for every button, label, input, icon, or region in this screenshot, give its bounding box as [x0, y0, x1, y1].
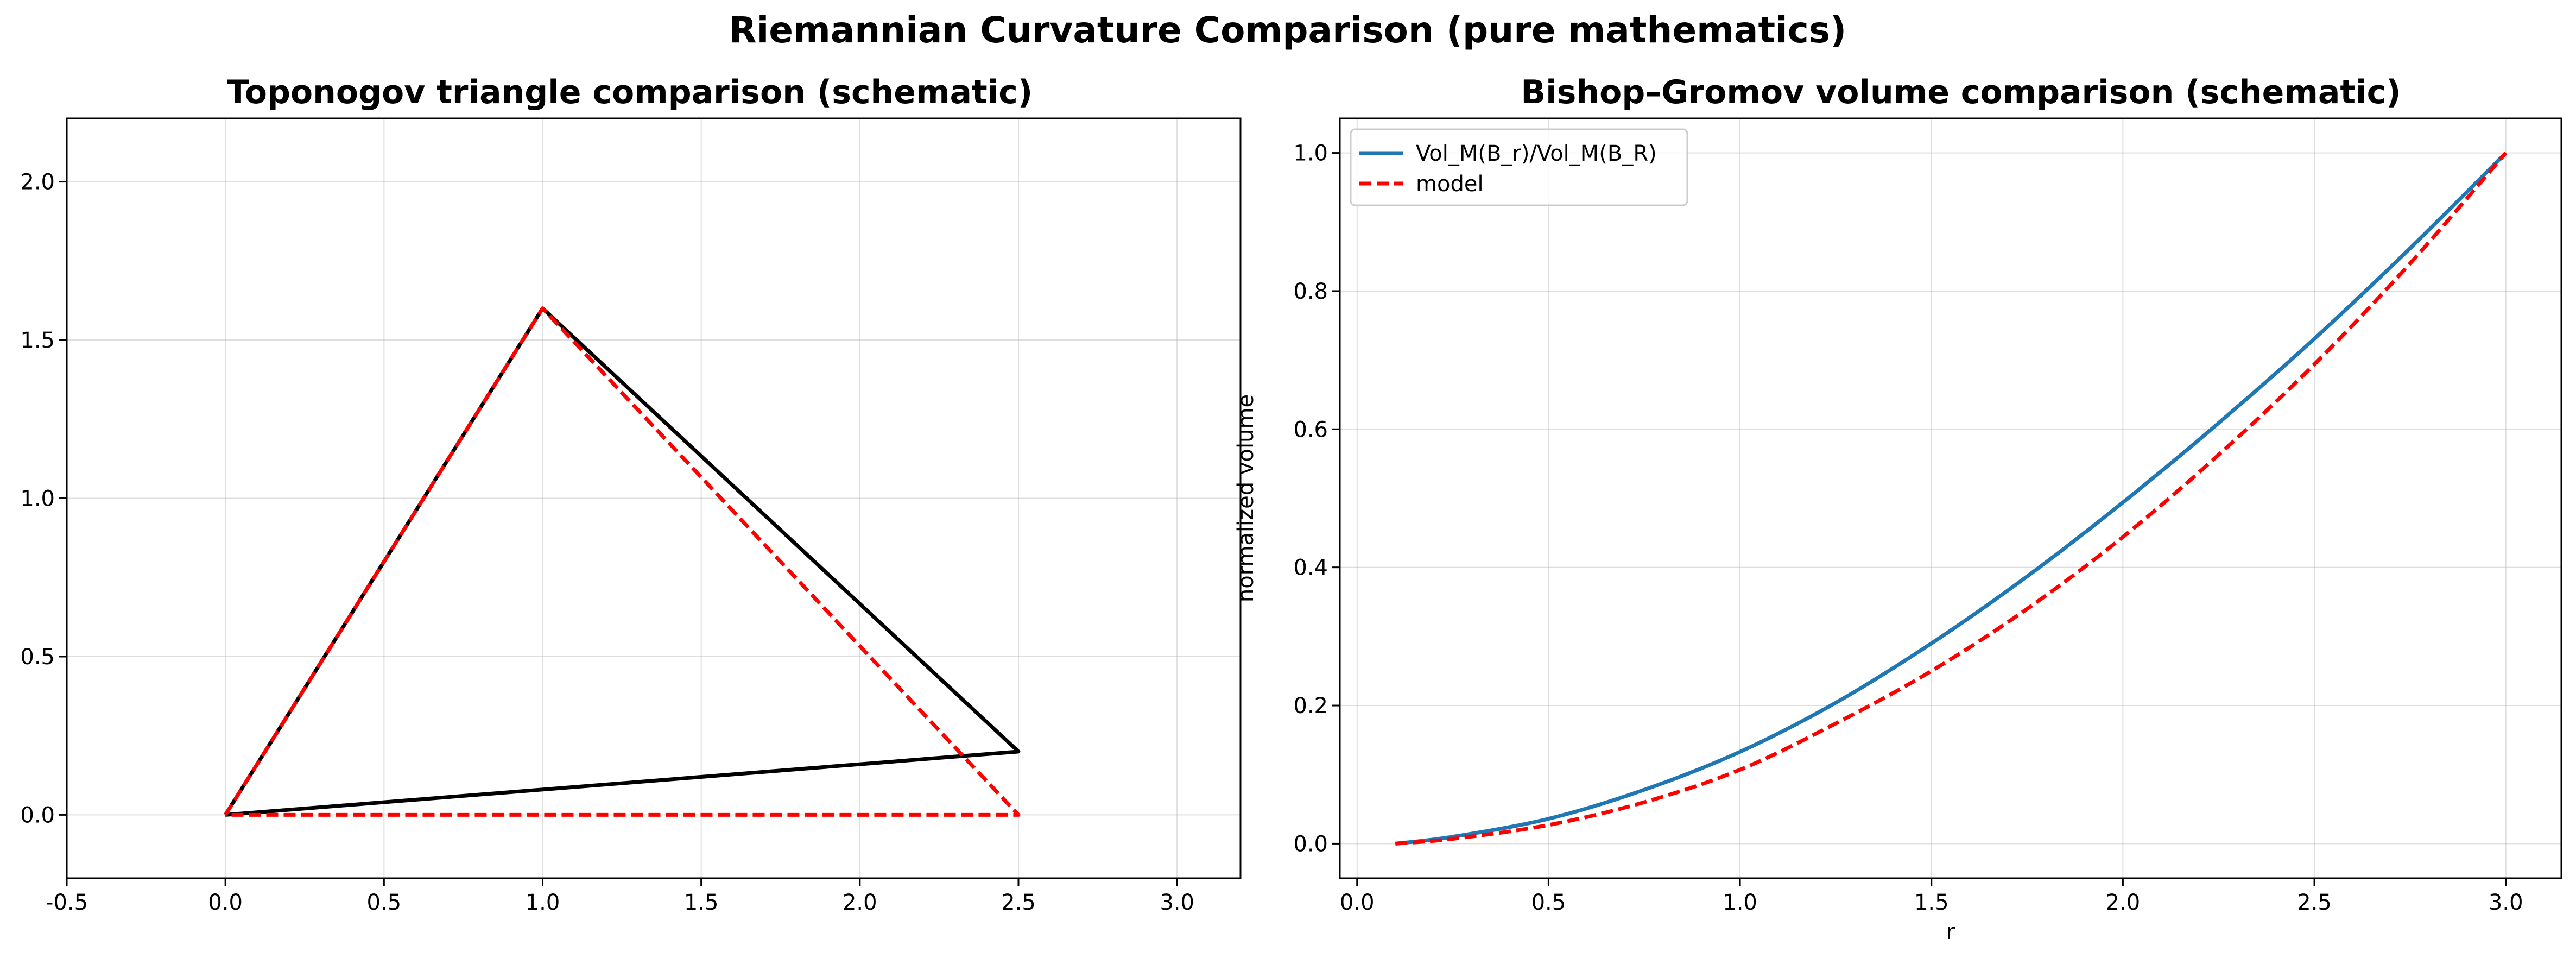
x-tick-label: 1.0 [526, 890, 560, 915]
x-tick-label: 3.0 [2489, 890, 2523, 915]
x-tick-label: 2.5 [1001, 890, 1036, 915]
x-tick-label: 1.0 [1723, 890, 1757, 915]
bishop-gromov-grid [1340, 118, 2561, 878]
bishop-gromov-x-axis-label: r [1946, 919, 1955, 944]
x-tick-label: 3.0 [1160, 890, 1194, 915]
y-tick-label: 1.0 [20, 487, 55, 512]
figure-title: Riemannian Curvature Comparison (pure ma… [729, 9, 1846, 51]
x-tick-label: 2.0 [843, 890, 877, 915]
x-tick-label: 0.5 [1531, 890, 1566, 915]
x-tick-label: 0.0 [208, 890, 243, 915]
bishop-gromov-y-axis-label: normalized volume [1233, 394, 1258, 602]
legend-label-vol: Vol_M(B_r)/Vol_M(B_R) [1416, 141, 1657, 166]
model-curve [1395, 152, 2508, 846]
y-tick-label: 0.6 [1293, 417, 1328, 442]
x-tick-label: 2.5 [2297, 890, 2332, 915]
x-tick-label: 1.5 [1914, 890, 1949, 915]
bishop-gromov-title: Bishop–Gromov volume comparison (schemat… [1521, 73, 2401, 111]
y-tick-label: 0.0 [20, 803, 55, 828]
y-tick-label: 1.5 [20, 328, 55, 353]
legend-box [1350, 128, 1688, 206]
x-tick-label: 0.5 [367, 890, 402, 915]
toponogov-lines [224, 306, 1021, 817]
toponogov-title: Toponogov triangle comparison (schematic… [227, 73, 1033, 111]
bishop-gromov-panel: Bishop–Gromov volume comparison (schemat… [1233, 73, 2562, 944]
y-tick-label: 0.2 [1293, 694, 1328, 719]
legend-label-model: model [1416, 172, 1484, 197]
y-tick-label: 0.4 [1293, 556, 1328, 581]
bishop-gromov-axes-frame [1339, 117, 2562, 879]
y-tick-label: 0.8 [1293, 279, 1328, 304]
y-tick-label: 0.0 [1293, 831, 1328, 856]
x-tick-label: 1.5 [684, 890, 719, 915]
bishop-gromov-lines [1395, 152, 2508, 846]
y-tick-label: 1.0 [1293, 141, 1328, 166]
x-tick-label: 0.0 [1340, 890, 1375, 915]
y-tick-label: 0.5 [20, 645, 55, 670]
toponogov-panel: Toponogov triangle comparison (schematic… [20, 73, 1242, 915]
volume-ratio-curve [1395, 152, 2508, 846]
x-tick-label: -0.5 [46, 890, 88, 915]
toponogov-ticks: -0.5 0.0 0.5 1.0 1.5 2.0 2.5 3.0 0.0 0.5 1.0 1.5 2.0 [20, 170, 1194, 915]
y-tick-label: 2.0 [20, 170, 55, 195]
x-tick-label: 2.0 [2106, 890, 2141, 915]
triangle-model-dashed-line [224, 306, 1021, 817]
bishop-gromov-legend: Vol_M(B_r)/Vol_M(B_R) model [1350, 128, 1688, 206]
bishop-gromov-ticks: 0.0 0.5 1.0 1.5 2.0 2.5 3.0 0.0 0.2 0.4 0.6 0.8 1.0 [1293, 141, 2523, 915]
